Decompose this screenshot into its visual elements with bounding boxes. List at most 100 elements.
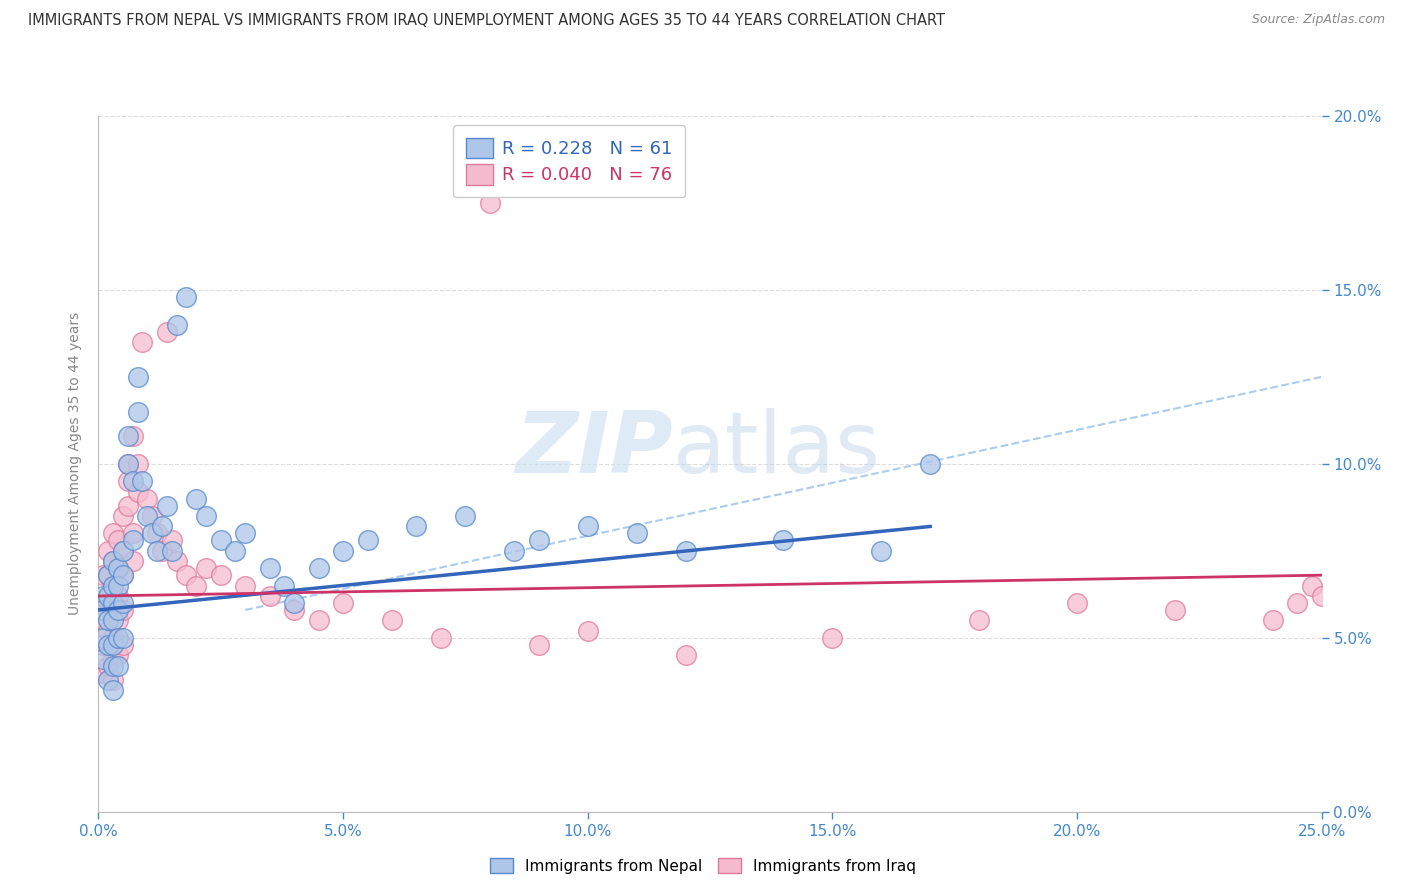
Point [283,603,305,617]
Point [405,519,427,533]
Point [91,603,114,617]
Text: atlas: atlas [673,409,882,491]
Point [1066,596,1088,610]
Point [195,561,218,575]
Point [101,658,124,673]
Point [91,638,114,652]
Point [576,624,599,638]
Point [107,589,129,603]
Point [111,568,134,582]
Point [141,508,163,523]
Point [821,631,844,645]
Point [121,474,143,488]
Point [97,658,120,673]
Point [131,334,153,349]
Point [121,554,143,568]
Point [332,543,354,558]
Point [107,614,129,628]
Point [101,614,124,628]
Point [176,290,198,304]
Point [195,508,218,523]
Point [121,429,143,443]
Point [273,578,295,592]
Point [141,526,163,541]
Text: ZIP: ZIP [516,409,673,491]
Point [97,638,120,652]
Point [127,405,149,419]
Point [1286,596,1309,610]
Point [1261,614,1284,628]
Point [920,457,942,471]
Point [101,596,124,610]
Point [101,683,124,698]
Point [166,318,188,332]
Point [527,638,550,652]
Point [209,568,232,582]
Point [107,603,129,617]
Point [146,543,169,558]
Point [107,561,129,575]
Point [101,578,124,592]
Point [101,554,124,568]
Text: Source: ZipAtlas.com: Source: ZipAtlas.com [1251,13,1385,27]
Point [160,543,183,558]
Point [127,484,149,499]
Point [131,474,153,488]
Point [1164,603,1187,617]
Legend: Immigrants from Nepal, Immigrants from Iraq: Immigrants from Nepal, Immigrants from I… [484,852,922,880]
Point [430,631,453,645]
Point [111,638,134,652]
Point [121,526,143,541]
Point [107,561,129,575]
Point [91,589,114,603]
Point [97,624,120,638]
Point [127,457,149,471]
Point [150,519,173,533]
Point [91,614,114,628]
Point [97,596,120,610]
Point [97,543,120,558]
Point [308,614,330,628]
Point [136,491,159,506]
Point [967,614,990,628]
Point [576,519,599,533]
Point [101,638,124,652]
Point [146,526,169,541]
Point [626,526,648,541]
Point [91,631,114,645]
Point [332,596,354,610]
Point [117,457,139,471]
Point [111,568,134,582]
Point [1334,603,1357,617]
Point [101,578,124,592]
Point [156,499,179,513]
Point [101,651,124,665]
Point [117,429,139,443]
Point [111,543,134,558]
Point [675,648,697,662]
Point [772,533,794,548]
Point [91,651,114,665]
Point [224,543,246,558]
Point [527,533,550,548]
Legend: R = 0.228   N = 61, R = 0.040   N = 76: R = 0.228 N = 61, R = 0.040 N = 76 [454,125,685,197]
Point [97,673,120,687]
Point [160,533,183,548]
Point [107,578,129,592]
Point [1301,578,1323,592]
Point [111,543,134,558]
Point [101,554,124,568]
Y-axis label: Unemployment Among Ages 35 to 44 years: Unemployment Among Ages 35 to 44 years [69,312,83,615]
Point [150,543,173,558]
Point [101,603,124,617]
Point [283,596,305,610]
Point [117,457,139,471]
Point [176,568,198,582]
Point [117,474,139,488]
Point [97,568,120,582]
Point [107,648,129,662]
Point [186,578,208,592]
Point [101,631,124,645]
Point [1360,614,1382,628]
Point [156,325,179,339]
